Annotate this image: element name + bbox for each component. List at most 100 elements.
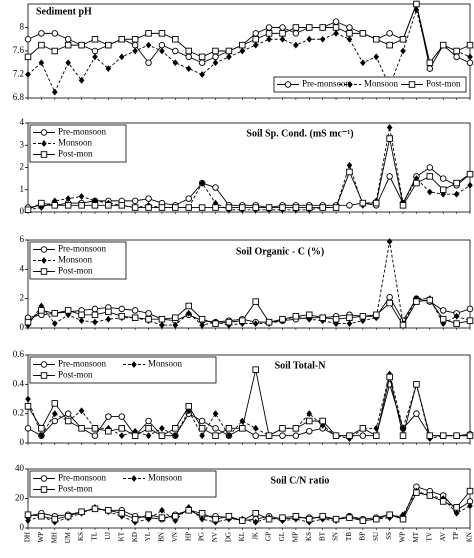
y-tick-label: 0 [20, 322, 25, 332]
marker [172, 425, 179, 432]
marker [292, 30, 300, 37]
marker [306, 410, 313, 418]
marker [453, 179, 460, 187]
legend-label: Monsoon [58, 255, 93, 265]
marker [372, 311, 380, 319]
marker [199, 515, 205, 523]
marker [439, 498, 447, 505]
marker [51, 47, 59, 55]
marker [359, 30, 367, 37]
marker [212, 59, 219, 67]
y-tick-label: 7.2 [13, 69, 24, 79]
legend-frame [273, 76, 467, 93]
marker [185, 507, 192, 514]
marker [38, 41, 45, 49]
marker [373, 53, 380, 61]
x-tick-label: BP [358, 532, 366, 541]
panel-title: Soil Total-N [275, 360, 327, 371]
marker [212, 320, 219, 327]
legend-label: Monsoon [364, 79, 399, 89]
marker [265, 432, 273, 439]
marker [118, 313, 126, 320]
marker [131, 515, 139, 523]
marker [239, 425, 246, 432]
marker [332, 315, 340, 323]
marker [439, 432, 447, 439]
marker [413, 179, 420, 187]
marker [359, 517, 367, 524]
marker [105, 413, 112, 420]
y-tick-label: 1 [20, 184, 25, 194]
marker [426, 59, 434, 67]
marker [145, 425, 152, 432]
marker [38, 59, 45, 67]
marker [319, 314, 326, 321]
legend-frame [29, 356, 217, 384]
marker [212, 515, 219, 523]
marker [145, 204, 152, 211]
marker [413, 489, 420, 496]
marker [172, 321, 179, 329]
y-tick-label: 0 [20, 206, 25, 216]
marker [145, 511, 152, 518]
marker [118, 432, 125, 440]
marker [105, 65, 112, 73]
y-tick-label: 0.4 [13, 378, 25, 388]
marker [399, 321, 407, 329]
marker [453, 312, 460, 320]
x-tick-label: DG [225, 532, 233, 542]
x-tick-label: TL [91, 532, 99, 541]
marker [78, 193, 85, 200]
x-tick-label: WP [37, 532, 45, 543]
marker [185, 309, 192, 317]
marker [466, 432, 474, 439]
marker [131, 307, 139, 314]
legend-marker [40, 361, 48, 368]
panel-title: Soil Sp. Cond. (mS mc⁻¹) [246, 128, 353, 139]
marker [38, 30, 45, 37]
marker [346, 24, 353, 31]
legend-marker [40, 372, 48, 379]
panel: 0 1 2 3 4 Soil Sp. Cond. (mS mc⁻¹) Pre-monsoon… [20, 117, 474, 216]
y-tick-label: 7.6 [13, 45, 25, 55]
marker [24, 36, 32, 43]
marker [386, 373, 393, 381]
marker [51, 30, 59, 37]
y-tick-label: 3 [20, 139, 25, 149]
marker [319, 417, 326, 425]
marker [118, 413, 126, 420]
marker [185, 204, 192, 211]
marker [212, 410, 219, 418]
marker [131, 41, 139, 49]
marker [198, 425, 206, 432]
legend-label: Post-mon [58, 484, 93, 494]
panel: 0 0.2 0.4 0.6 Soil Total-N Pre-monsoon Monsoon… [13, 349, 474, 447]
marker [64, 512, 72, 520]
marker [64, 410, 72, 417]
marker [332, 515, 340, 523]
marker [38, 512, 45, 520]
x-tick-label: PG [198, 532, 206, 541]
marker [386, 124, 393, 131]
marker [131, 36, 139, 43]
marker [118, 425, 126, 432]
marker [64, 307, 72, 314]
marker [386, 293, 393, 301]
marker [386, 41, 393, 49]
marker [319, 24, 326, 31]
marker [466, 317, 474, 324]
legend-marker [131, 475, 137, 482]
marker [24, 511, 32, 518]
x-tick-label: WP [399, 532, 407, 543]
marker [399, 515, 407, 523]
marker [360, 59, 366, 67]
marker [265, 515, 273, 523]
marker [467, 502, 473, 510]
marker [292, 24, 300, 31]
legend-marker [40, 268, 48, 275]
marker [306, 311, 313, 319]
marker [159, 424, 165, 432]
marker [51, 320, 58, 327]
